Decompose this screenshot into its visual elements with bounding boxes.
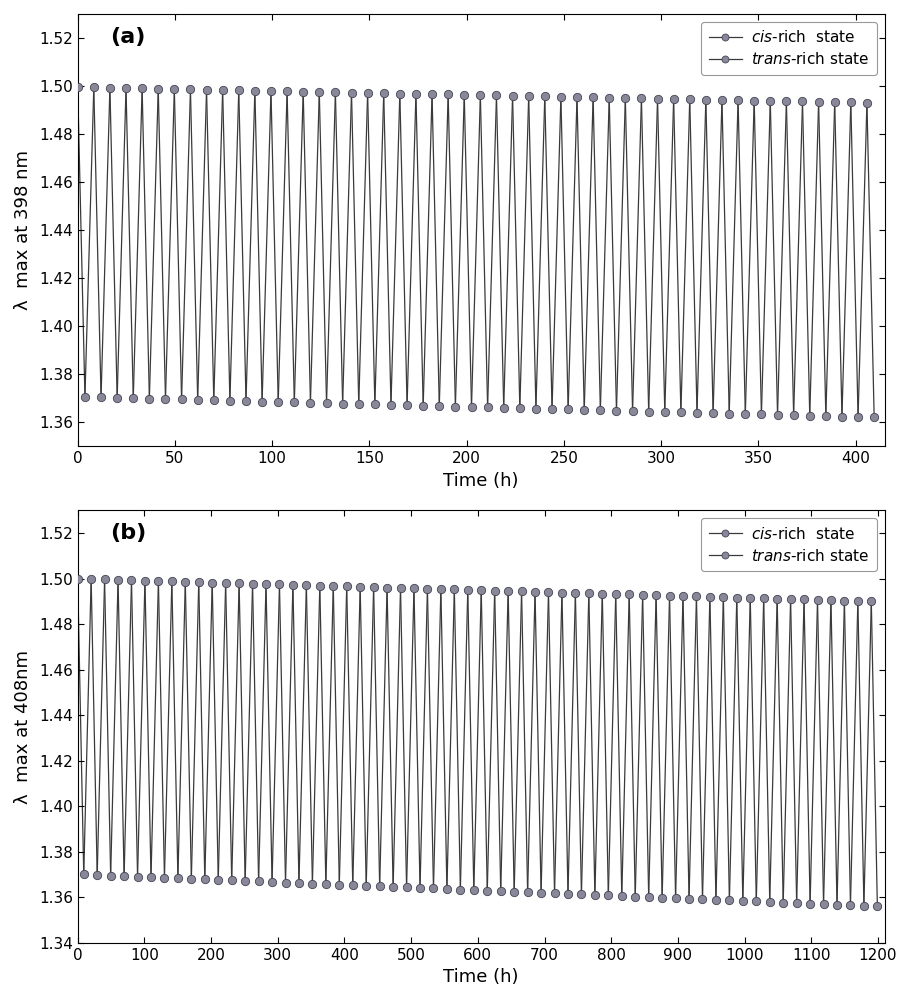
Text: (b): (b)	[110, 523, 146, 543]
Text: (a): (a)	[110, 27, 145, 47]
X-axis label: Time (h): Time (h)	[443, 472, 518, 490]
Y-axis label: λ  max at 408nm: λ max at 408nm	[14, 650, 32, 804]
Legend: $\it{cis}$-rich  state, $\it{trans}$-rich state: $\it{cis}$-rich state, $\it{trans}$-rich…	[701, 518, 876, 571]
X-axis label: Time (h): Time (h)	[443, 968, 518, 986]
Y-axis label: λ  max at 398 nm: λ max at 398 nm	[14, 150, 32, 310]
Legend: $\it{cis}$-rich  state, $\it{trans}$-rich state: $\it{cis}$-rich state, $\it{trans}$-rich…	[701, 22, 876, 75]
